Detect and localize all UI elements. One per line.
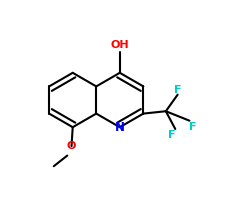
Text: N: N <box>115 121 125 134</box>
Text: OH: OH <box>110 40 129 50</box>
Text: F: F <box>189 122 197 132</box>
Text: F: F <box>174 85 181 95</box>
Text: F: F <box>168 130 175 140</box>
Text: O: O <box>67 141 76 151</box>
